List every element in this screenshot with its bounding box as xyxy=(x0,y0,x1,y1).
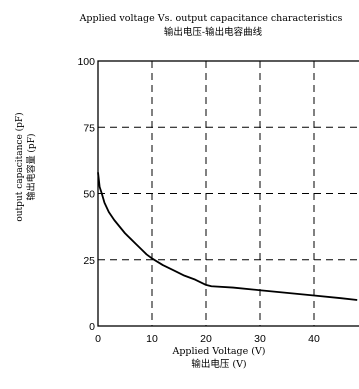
y-tick-label: 50 xyxy=(83,189,95,201)
x-tick-label: 10 xyxy=(146,333,158,345)
chart-subtitle: 输出电压-输出电容曲线 xyxy=(164,26,263,38)
plot-area: 010203040500255075100 xyxy=(77,56,359,345)
y-tick-label: 75 xyxy=(83,122,95,134)
x-tick-label: 30 xyxy=(254,333,266,345)
x-tick-label: 40 xyxy=(308,333,320,345)
y-tick-label: 25 xyxy=(83,255,95,267)
y-axis-label: output capacitance (pF) xyxy=(14,112,25,221)
x-axis-label-cn: 输出电压 (V) xyxy=(191,358,246,370)
chart-title: Applied voltage Vs. output capacitance c… xyxy=(79,13,343,24)
x-tick-label: 20 xyxy=(200,333,212,345)
plot-frame xyxy=(97,60,359,327)
y-axis-label-cn: 输出电容量 (pF) xyxy=(25,134,37,201)
x-axis-label: Applied Voltage (V) xyxy=(171,346,265,357)
y-tick-label: 0 xyxy=(89,321,95,333)
x-tick-label: 0 xyxy=(95,333,101,345)
y-tick-label: 100 xyxy=(77,56,95,68)
series-line xyxy=(97,172,358,301)
